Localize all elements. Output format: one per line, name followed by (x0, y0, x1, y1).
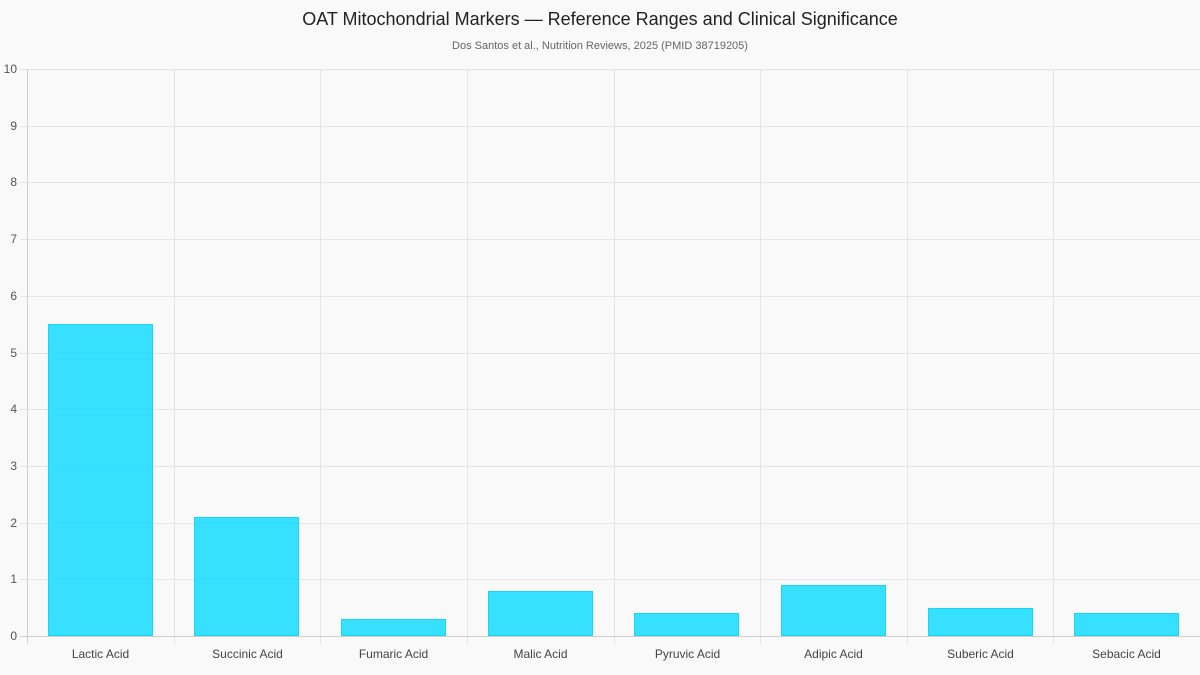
y-tick-mark (20, 353, 27, 354)
gridline-horizontal (27, 239, 1200, 240)
bar-succinic-acid[interactable] (194, 517, 299, 636)
bar-malic-acid[interactable] (488, 591, 593, 636)
bar-suberic-acid[interactable] (928, 608, 1033, 636)
gridline-horizontal (27, 579, 1200, 580)
x-tick-label: Sebacic Acid (1092, 647, 1161, 661)
y-tick-label: 5 (10, 346, 17, 360)
x-tick-label: Pyruvic Acid (654, 647, 721, 661)
y-tick-label: 10 (3, 62, 17, 76)
y-tick-label: 0 (10, 629, 17, 643)
y-axis (27, 69, 28, 644)
y-tick-label: 1 (10, 572, 17, 586)
gridline-horizontal (27, 466, 1200, 467)
y-tick-mark (20, 579, 27, 580)
x-tick-label: Lactic Acid (71, 647, 130, 661)
y-tick-label: 2 (10, 516, 17, 530)
gridline-vertical (174, 69, 175, 644)
gridline-vertical (907, 69, 908, 644)
bar-pyruvic-acid[interactable] (634, 613, 739, 636)
y-tick-label: 3 (10, 459, 17, 473)
bar-lactic-acid[interactable] (48, 324, 153, 636)
gridline-vertical (467, 69, 468, 644)
gridline-vertical (320, 69, 321, 644)
y-tick-label: 9 (10, 119, 17, 133)
bar-fumaric-acid[interactable] (341, 619, 446, 636)
gridline-horizontal (27, 69, 1200, 70)
y-tick-mark (20, 523, 27, 524)
x-tick-label: Malic Acid (513, 647, 568, 661)
y-tick-mark (20, 126, 27, 127)
gridline-horizontal (27, 409, 1200, 410)
gridline-vertical (614, 69, 615, 644)
gridline-vertical (760, 69, 761, 644)
gridline-horizontal (27, 523, 1200, 524)
y-tick-mark (20, 466, 27, 467)
y-tick-label: 8 (10, 175, 17, 189)
gridline-horizontal (27, 353, 1200, 354)
bar-sebacic-acid[interactable] (1074, 613, 1179, 636)
y-tick-mark (20, 69, 27, 70)
y-tick-label: 6 (10, 289, 17, 303)
x-tick-label: Fumaric Acid (358, 647, 429, 661)
gridline-horizontal (27, 296, 1200, 297)
x-axis (20, 636, 1200, 637)
gridline-horizontal (27, 126, 1200, 127)
y-tick-mark (20, 182, 27, 183)
x-tick-label: Suberic Acid (947, 647, 1014, 661)
y-tick-mark (20, 239, 27, 240)
y-tick-label: 7 (10, 232, 17, 246)
y-tick-mark (20, 296, 27, 297)
chart-title: OAT Mitochondrial Markers — Reference Ra… (302, 9, 898, 29)
y-tick-label: 4 (10, 402, 17, 416)
y-tick-mark (20, 409, 27, 410)
gridline-vertical (1053, 69, 1054, 644)
bar-adipic-acid[interactable] (781, 585, 886, 636)
gridline-horizontal (27, 182, 1200, 183)
x-tick-label: Adipic Acid (804, 647, 863, 661)
chart-subtitle: Dos Santos et al., Nutrition Reviews, 20… (452, 40, 748, 52)
x-tick-label: Succinic Acid (212, 647, 283, 661)
